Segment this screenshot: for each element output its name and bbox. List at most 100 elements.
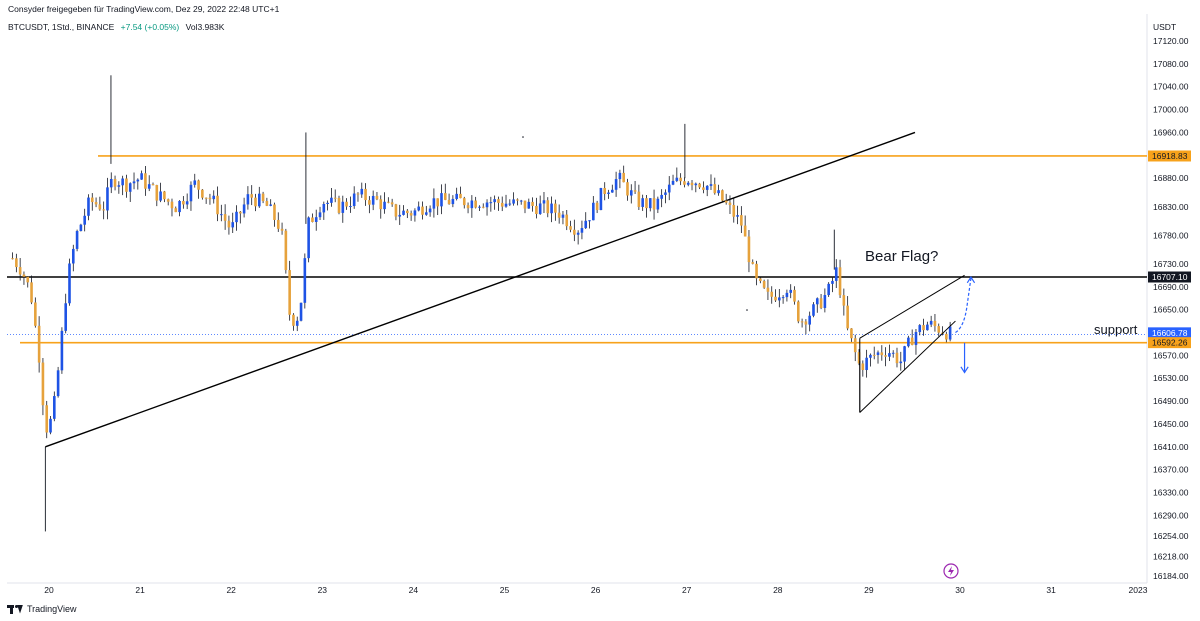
candle-body (246, 194, 250, 205)
candle-body (785, 292, 789, 298)
candle-body (406, 210, 409, 214)
candle-body (90, 197, 94, 203)
candle-body (945, 333, 948, 340)
candle-body (846, 305, 849, 329)
currency-label: USDT (1153, 22, 1176, 32)
stray-dot (522, 136, 524, 138)
y-tick-label: 16490.00 (1153, 396, 1189, 406)
y-tick-label: 16530.00 (1153, 373, 1189, 383)
candle-body (660, 194, 663, 199)
x-tick-label: 21 (135, 585, 145, 595)
candle-body (227, 220, 231, 228)
y-tick-label: 16780.00 (1153, 230, 1189, 240)
candle-body (781, 297, 785, 299)
candle-body (690, 182, 694, 186)
candle-body (557, 212, 561, 218)
candle-body (834, 267, 838, 281)
up-arrow-icon (966, 275, 976, 284)
candle-body (34, 302, 37, 326)
up-projection-path (955, 278, 972, 334)
candle-body (629, 190, 633, 196)
candle-body (41, 362, 45, 406)
candle-body (910, 337, 914, 346)
candle-body (876, 352, 880, 355)
candle-body (474, 200, 477, 208)
candle-body (922, 325, 925, 331)
candle-body (493, 199, 496, 203)
candle-body (732, 204, 736, 217)
candle-body (280, 228, 284, 231)
candle-body (466, 205, 470, 209)
candle-body (37, 325, 41, 363)
candle-body (269, 204, 272, 206)
x-tick-label: 31 (1046, 585, 1056, 595)
candle-body (842, 295, 846, 306)
price-change: +7.54 (+0.05%) (120, 22, 180, 32)
brand-name: TradingView (27, 604, 77, 614)
candle-body (409, 213, 413, 216)
candle-body (402, 210, 405, 215)
candle-body (595, 202, 599, 211)
candle-body (869, 354, 872, 358)
price-chart[interactable]: USDT 17120.00 17080.00 17040.00 17000.00 1696… (0, 0, 1200, 600)
y-tick-label: 16254.00 (1153, 531, 1189, 541)
bear-flag-annotation: Bear Flag? (865, 248, 938, 265)
candle-body (751, 262, 755, 264)
candle-body (250, 194, 253, 198)
x-tick-label: 20 (44, 585, 54, 595)
candle-body (394, 204, 398, 217)
candle-body (728, 202, 732, 205)
candle-body (626, 182, 629, 196)
candle-body (516, 199, 519, 201)
candle-body (375, 195, 379, 200)
candle-body (724, 200, 728, 203)
candle-body (307, 217, 310, 259)
candle-body (948, 326, 952, 340)
candle-body (542, 200, 546, 204)
candle-body (26, 276, 30, 283)
candle-body (853, 338, 857, 353)
candle-body (607, 192, 610, 194)
candle-body (163, 191, 166, 200)
candle-body (675, 177, 679, 181)
candle-body (189, 184, 193, 202)
candle-body (713, 184, 717, 194)
candle-body (793, 289, 796, 302)
candle-body (637, 191, 641, 207)
candle-body (743, 225, 747, 237)
y-tick-label: 16290.00 (1153, 510, 1189, 520)
candle-body (861, 363, 865, 371)
stray-dot (746, 309, 748, 311)
x-tick-label: 23 (318, 585, 328, 595)
price-badge-label: 16592.26 (1152, 338, 1188, 348)
candle-body (508, 203, 512, 205)
y-tick-label: 16690.00 (1153, 282, 1189, 292)
candle-body (762, 281, 766, 288)
candle-body (398, 214, 402, 217)
x-tick-label: 2023 (1129, 585, 1148, 595)
candle-body (535, 205, 538, 215)
candle-body (736, 215, 739, 217)
candle-body (664, 192, 667, 195)
candle-body (128, 183, 132, 192)
candle-body (231, 222, 235, 228)
y-tick-label: 16218.00 (1153, 552, 1189, 562)
y-tick-label: 16730.00 (1153, 259, 1189, 269)
candle-body (318, 212, 322, 218)
candle-body (641, 198, 644, 207)
candle-body (208, 197, 212, 200)
symbol-name[interactable]: BTCUSDT, 1Std., BINANCE (8, 22, 115, 32)
candle-body (159, 191, 162, 201)
flag-upper-line (859, 274, 965, 339)
candle-body (182, 200, 185, 205)
y-tick-label: 16450.00 (1153, 419, 1189, 429)
candle-body (223, 214, 227, 221)
y-tick-label: 17120.00 (1153, 36, 1189, 46)
candle-body (349, 206, 352, 208)
candle-body (106, 187, 109, 211)
candle-body (364, 188, 367, 201)
y-tick-label: 17040.00 (1153, 82, 1189, 92)
x-tick-label: 25 (500, 585, 510, 595)
candle-body (903, 346, 906, 362)
candle-body (759, 278, 762, 282)
